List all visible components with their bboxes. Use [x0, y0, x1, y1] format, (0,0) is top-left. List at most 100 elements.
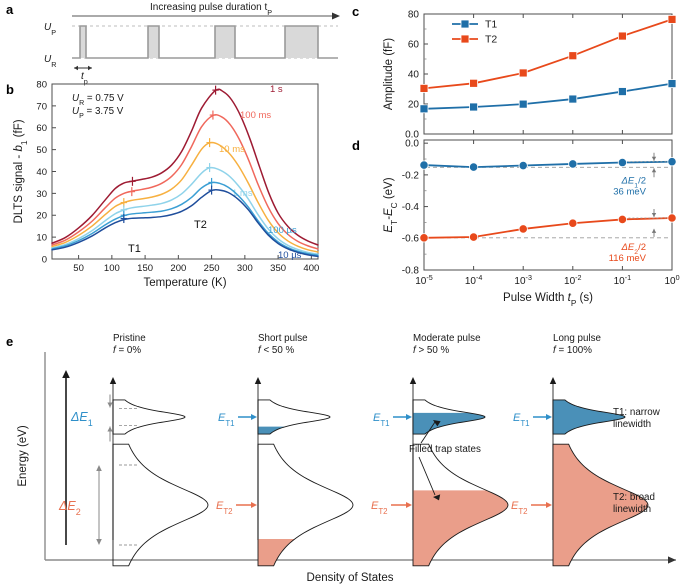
y-tick-label: -0.4: [402, 202, 420, 213]
x-tick-label: 200: [170, 263, 186, 274]
y-tick-label: 40: [36, 167, 47, 178]
x-tick-label: 400: [303, 263, 319, 274]
pulse-fill: [215, 26, 235, 58]
panel-e-ylabel: Energy (eV): [17, 425, 29, 487]
energy-marker: [419, 233, 429, 243]
callout-arrow-t1: [420, 421, 436, 444]
t1-dos-curve: [412, 399, 486, 435]
t2-filled-states: [413, 490, 508, 566]
panel-b-label: b: [6, 82, 14, 97]
y-tick-label: 0.0: [405, 129, 419, 140]
up-axis-label: UP: [44, 22, 56, 37]
y-tick-label: 20: [408, 99, 420, 110]
tp-arrow-right: [88, 65, 92, 71]
dos-arrow-head: [668, 556, 676, 564]
t1-peak-label: T1: [128, 243, 141, 255]
panel-b: 0 10 20 30 40 50 60 70 80 50 100 150 200 250 300 350 400…: [13, 79, 319, 289]
arrow-head: [433, 420, 441, 427]
energy-marker: [617, 214, 628, 225]
column-subtitle: f > 50 %: [413, 345, 450, 356]
legend-marker: [460, 19, 470, 29]
pulse-train: [72, 25, 338, 59]
energy-arrow-head: [62, 370, 70, 378]
t2-dos-curve: [552, 443, 649, 567]
ur-axis-label: UR: [44, 54, 56, 69]
y-tick-label: 70: [36, 101, 47, 112]
panel-b-xlabel: Temperature (K): [143, 277, 226, 289]
panel-d-frame: [423, 139, 673, 271]
column-axis-arrow: [409, 377, 417, 384]
tp-label: tp: [81, 71, 88, 86]
x-tick-label: 10-2: [564, 273, 582, 288]
column-title: Long pulse: [553, 333, 601, 344]
arrow-head: [332, 12, 340, 20]
arrow-head: [433, 494, 441, 501]
tp-arrow-left: [74, 65, 78, 71]
arrow-head: [651, 228, 657, 233]
dlts-curve: [51, 141, 319, 253]
y-tick-label: 10: [36, 233, 47, 244]
t2-filled-states: [258, 539, 295, 566]
column-axis-arrow: [549, 377, 557, 384]
panel-a-label: a: [6, 2, 14, 17]
column-axis-arrow: [254, 377, 262, 384]
up-annotation: UP = 3.75 V: [72, 106, 124, 120]
t1-dos-curve: [257, 399, 331, 435]
amplitude-marker: [419, 104, 429, 114]
energy-marker: [568, 218, 578, 228]
y-tick-label: -0.6: [402, 234, 420, 245]
pulse-fill: [80, 26, 86, 58]
arrow-head: [651, 156, 657, 161]
curve-label: 10 ms: [219, 144, 245, 155]
column-title: Moderate pulse: [413, 333, 481, 344]
et1-label: ET1: [373, 412, 390, 428]
panel-d-ylabel: ET-EC (eV): [383, 177, 399, 232]
t1-dos-curve: [552, 399, 626, 435]
curve-label: 100 ms: [240, 110, 271, 121]
amplitude-marker: [419, 84, 429, 93]
y-tick-label: -0.8: [402, 265, 420, 276]
ur-annotation: UR = 0.75 V: [72, 93, 124, 107]
filled-trap-states-callout: Filled trap states: [409, 444, 481, 455]
column-subtitle: f < 50 %: [258, 345, 295, 356]
amplitude-marker: [618, 87, 627, 96]
dlts-curve: [51, 166, 319, 255]
y-tick-label: 0.0: [405, 139, 419, 150]
dlts-curve: [51, 181, 319, 257]
x-tick-label: 10-5: [415, 273, 433, 288]
x-tick-label: 10-4: [465, 273, 483, 288]
amplitude-marker: [568, 51, 578, 61]
amplitude-marker: [667, 79, 677, 88]
x-tick-label: 150: [137, 263, 153, 274]
arrow-head: [651, 168, 657, 173]
amplitude-line: [423, 82, 673, 110]
arrow-head: [546, 414, 552, 420]
y-tick-label: 30: [36, 189, 47, 200]
dlts-curve: [51, 188, 319, 258]
column-subtitle: f = 100%: [553, 345, 592, 356]
arrow-head: [251, 414, 257, 420]
et2-label: ET2: [371, 500, 388, 516]
arrow-head: [546, 502, 552, 508]
energy-marker: [568, 159, 578, 169]
amplitude-marker: [518, 68, 528, 78]
delta-e2-panel-e-label: ΔE2: [58, 499, 81, 517]
t1-filled-states: [413, 412, 485, 435]
legend-label: T2: [485, 34, 497, 46]
panel-d-xlabel: Pulse Width tP (s): [503, 292, 593, 308]
x-tick-label: 50: [73, 263, 84, 274]
legend-marker: [460, 34, 470, 44]
curve-label: 10 µs: [278, 250, 302, 261]
x-tick-label: 100: [104, 263, 120, 274]
x-tick-label: 10-1: [614, 273, 632, 288]
panel-c-ylabel: Amplitude (fF): [383, 38, 395, 110]
t1-filled-states: [553, 399, 625, 435]
column-title: Pristine: [113, 333, 146, 344]
t2-dos-curve: [112, 443, 209, 567]
dlts-curve: [51, 88, 319, 246]
panel-a-title: Increasing pulse duration tP: [150, 2, 272, 17]
panel-d: 0.0 -0.2 -0.4 -0.6 -0.810-5 10-4 10-3 10-2 10-1 1…: [383, 139, 680, 308]
energy-marker: [518, 160, 528, 171]
